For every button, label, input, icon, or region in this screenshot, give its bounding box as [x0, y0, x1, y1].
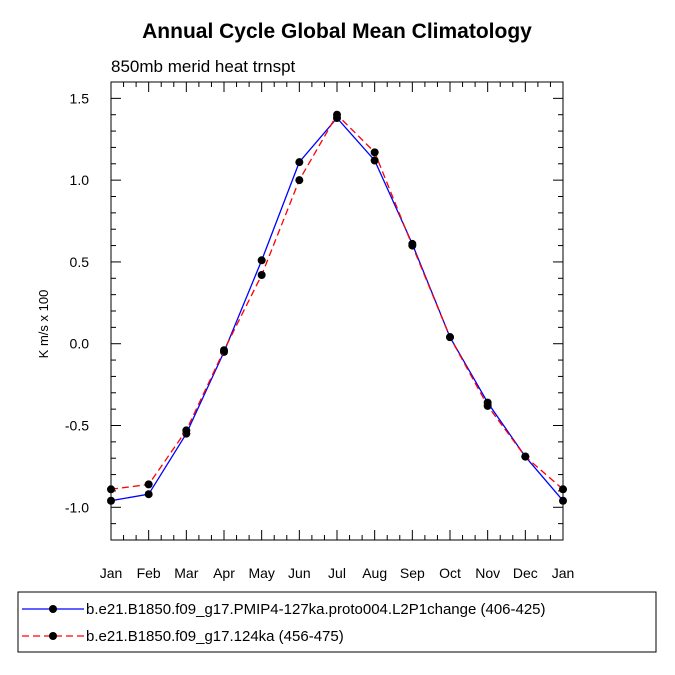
series-2-point	[295, 176, 304, 185]
legend: b.e21.B1850.f09_g17.PMIP4-127ka.proto004…	[17, 591, 657, 653]
series-2-point	[333, 110, 341, 119]
x-tick-label: Nov	[475, 565, 500, 581]
y-axis-label: K m/s x 100	[36, 290, 51, 359]
x-tick-label: Apr	[213, 565, 235, 581]
y-tick-label: 0.0	[70, 336, 90, 352]
x-tick-label: Jul	[328, 565, 346, 581]
legend-label-1: b.e21.B1850.f09_g17.PMIP4-127ka.proto004…	[86, 601, 546, 618]
x-tick-label: Dec	[513, 565, 538, 581]
x-tick-label: Jan	[552, 565, 575, 581]
series-2-point	[408, 241, 417, 250]
legend-label-2: b.e21.B1850.f09_g17.124ka (456-475)	[86, 628, 344, 645]
series-2-point	[483, 401, 492, 410]
x-tick-label: Feb	[137, 565, 161, 581]
series-2-point	[144, 480, 153, 489]
x-tick-label: Jan	[100, 565, 123, 581]
chart-subtitle: 850mb merid heat trnspt	[111, 57, 296, 76]
series-1-point	[144, 490, 153, 499]
series-1-point	[370, 156, 379, 165]
x-tick-label: Aug	[362, 565, 387, 581]
series-2-point	[220, 346, 228, 355]
legend-marker-2	[49, 632, 57, 640]
series-layer	[107, 110, 567, 505]
series-2-point	[107, 485, 115, 494]
y-tick-label: -1.0	[65, 499, 89, 515]
x-tick-label: May	[248, 565, 274, 581]
series-1-point	[295, 158, 304, 167]
y-tick-label: 0.5	[70, 254, 90, 270]
x-tick-label: Mar	[174, 565, 198, 581]
series-2-point	[559, 485, 567, 494]
series-1-point	[257, 256, 266, 265]
series-2-point	[182, 426, 191, 435]
series-1-point	[559, 496, 567, 505]
series-1-point	[107, 496, 115, 505]
y-tick-label: 1.5	[70, 90, 90, 106]
legend-marker-1	[49, 605, 57, 613]
series-2-point	[257, 271, 266, 280]
x-tick-label: Jun	[288, 565, 311, 581]
x-tick-label: Sep	[400, 565, 425, 581]
chart-title: Annual Cycle Global Mean Climatology	[142, 20, 532, 43]
axis-ticks: Jan Feb Mar Apr May Jun Jul Aug Sep Oct Nov Dec Jan 1…	[65, 81, 575, 581]
y-tick-label: -0.5	[65, 418, 89, 434]
y-tick-label: 1.0	[70, 172, 90, 188]
series-2-point	[370, 148, 379, 157]
series-2-point	[446, 333, 454, 342]
legend-box	[17, 591, 657, 653]
plot-frame	[110, 81, 564, 541]
x-tick-label: Oct	[439, 565, 461, 581]
series-line-1	[110, 117, 564, 502]
series-line-2	[110, 113, 564, 490]
series-2-point	[521, 452, 530, 461]
